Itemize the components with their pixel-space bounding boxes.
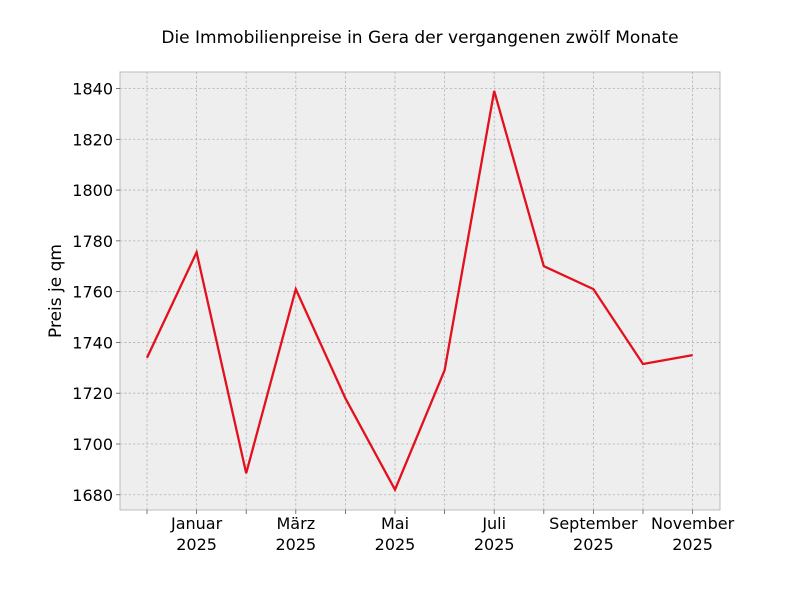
- x-tick-label-year: 2025: [573, 535, 614, 554]
- x-tick-label-month: Mai: [381, 514, 409, 533]
- x-tick-label-year: 2025: [672, 535, 713, 554]
- y-tick-label: 1820: [72, 130, 113, 149]
- y-tick-label: 1760: [72, 283, 113, 302]
- y-tick-label: 1680: [72, 486, 113, 505]
- y-tick-label: 1780: [72, 232, 113, 251]
- grid: [120, 72, 720, 510]
- plot-area: [119, 71, 721, 511]
- y-tick-label: 1800: [72, 181, 113, 200]
- x-tick-label-month: März: [277, 514, 316, 533]
- y-tick-label: 1840: [72, 80, 113, 99]
- y-tick-label: 1700: [72, 435, 113, 454]
- x-tick-label-year: 2025: [474, 535, 515, 554]
- series-line: [145, 90, 693, 493]
- y-axis-label: Preis je qm: [46, 244, 66, 338]
- x-tick-label-month: November: [651, 514, 735, 533]
- chart-title: Die Immobilienpreise in Gera der vergang…: [161, 28, 678, 48]
- x-tick-label-month: Juli: [481, 514, 506, 533]
- x-tick-label-month: September: [549, 514, 638, 533]
- x-tick-label-year: 2025: [275, 535, 316, 554]
- y-tick-label: 1720: [72, 384, 113, 403]
- y-tick-label: 1740: [72, 333, 113, 352]
- x-tick-label-month: Januar: [170, 514, 223, 533]
- x-tick-label-year: 2025: [375, 535, 416, 554]
- axis-ticks: 1680 1700 1720 1740 1760 1780 1800 1820 1840 Janu…: [72, 80, 734, 554]
- x-tick-label-year: 2025: [176, 535, 217, 554]
- series-layer: [145, 90, 693, 493]
